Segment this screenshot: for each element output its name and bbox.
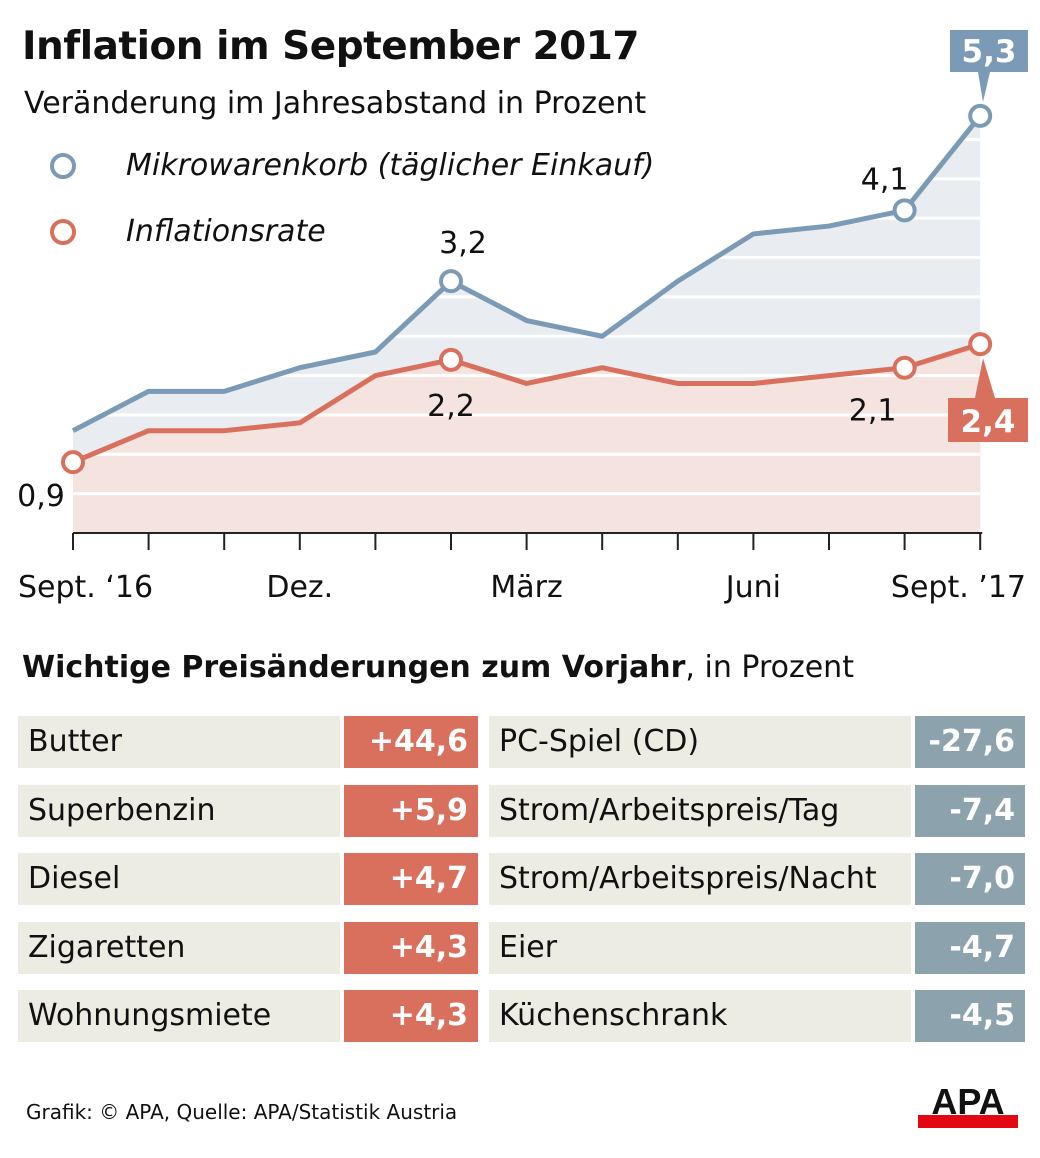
decreases-row: PC-Spiel (CD) -27,6 bbox=[489, 716, 1025, 768]
line-chart: Sept. ‘16 Dez. März Juni Sept. ’17 3,2 4,1 5,3 0… bbox=[17, 30, 1028, 605]
increases-row: Wohnungsmiete +4,3 bbox=[18, 990, 478, 1042]
x-tick-label: Sept. ‘16 bbox=[18, 570, 153, 605]
change-value: +4,3 bbox=[344, 921, 478, 974]
callout-value: 2,4 bbox=[961, 404, 1016, 440]
increases-row: Zigaretten +4,3 bbox=[18, 921, 478, 974]
change-value: -4,5 bbox=[915, 990, 1025, 1042]
item-label: Butter bbox=[18, 716, 340, 768]
area-1 bbox=[73, 344, 981, 533]
data-label: 4,1 bbox=[861, 162, 909, 197]
highlight-marker bbox=[439, 269, 463, 294]
highlight-marker bbox=[968, 332, 993, 357]
x-tick-label: Juni bbox=[724, 570, 781, 605]
legend-item-inflationsrate: Inflationsrate bbox=[50, 214, 326, 249]
item-label: Diesel bbox=[18, 853, 340, 905]
legend-item-mikrowarenkorb: Mikrowarenkorb (täglicher Einkauf) bbox=[50, 148, 654, 183]
series-line-1 bbox=[72, 341, 981, 465]
table-title: Wichtige Preisänderungen zum Vorjahr, in… bbox=[22, 650, 854, 685]
x-tick-label: März bbox=[490, 570, 562, 605]
chart-subtitle: Veränderung im Jahresabstand in Prozent bbox=[24, 86, 647, 121]
item-label: Eier bbox=[489, 921, 911, 974]
data-label: 2,2 bbox=[427, 389, 475, 424]
data-label: 2,1 bbox=[849, 394, 897, 429]
x-tick-label: Sept. ’17 bbox=[891, 570, 1026, 605]
decreases-row: Strom/Arbeitspreis/Tag -7,4 bbox=[489, 784, 1025, 837]
highlight-marker bbox=[892, 198, 917, 223]
change-value: -7,4 bbox=[915, 784, 1025, 837]
increases-row: Superbenzin +5,9 bbox=[18, 784, 478, 837]
change-value: +44,6 bbox=[344, 716, 478, 768]
legend-label: Mikrowarenkorb (täglicher Einkauf) bbox=[126, 148, 655, 183]
decreases-row: Eier -4,7 bbox=[489, 921, 1025, 974]
legend-marker-icon bbox=[50, 218, 76, 245]
item-label: Wohnungsmiete bbox=[18, 990, 340, 1042]
change-value: -4,7 bbox=[915, 921, 1025, 974]
highlight-marker bbox=[968, 103, 993, 128]
x-tick-label: Dez. bbox=[266, 570, 333, 605]
item-label: Zigaretten bbox=[18, 921, 340, 974]
item-label: Superbenzin bbox=[18, 784, 340, 837]
decreases-row: Strom/Arbeitspreis/Nacht -7,0 bbox=[489, 853, 1025, 905]
item-label: Küchenschrank bbox=[489, 990, 911, 1042]
change-value: -7,0 bbox=[915, 853, 1025, 905]
apa-logo: APA bbox=[918, 1082, 1018, 1128]
value-callout bbox=[950, 30, 1028, 102]
legend-label: Inflationsrate bbox=[126, 214, 326, 249]
increases-row: Butter +44,6 bbox=[18, 716, 478, 768]
legend-marker-icon bbox=[50, 152, 76, 179]
value-callout bbox=[948, 358, 1028, 442]
chart-title: Inflation im September 2017 bbox=[22, 24, 640, 69]
callout-value: 5,3 bbox=[962, 34, 1017, 70]
highlight-marker bbox=[892, 355, 917, 380]
change-value: +4,7 bbox=[344, 853, 478, 905]
data-label: 0,9 bbox=[17, 479, 65, 514]
source-credit: Grafik: © APA, Quelle: APA/Statistik Aus… bbox=[26, 1100, 458, 1124]
data-label: 3,2 bbox=[439, 226, 487, 261]
item-label: Strom/Arbeitspreis/Nacht bbox=[489, 853, 911, 905]
item-label: PC-Spiel (CD) bbox=[489, 716, 911, 768]
series-line-0 bbox=[71, 114, 983, 433]
increases-row: Diesel +4,7 bbox=[18, 853, 478, 905]
item-label: Strom/Arbeitspreis/Tag bbox=[489, 784, 911, 837]
decreases-row: Küchenschrank -4,5 bbox=[489, 990, 1025, 1042]
change-value: +4,3 bbox=[344, 990, 478, 1042]
change-value: +5,9 bbox=[344, 784, 478, 837]
change-value: -27,6 bbox=[915, 716, 1025, 768]
highlight-marker bbox=[61, 450, 85, 475]
highlight-marker bbox=[439, 347, 463, 372]
